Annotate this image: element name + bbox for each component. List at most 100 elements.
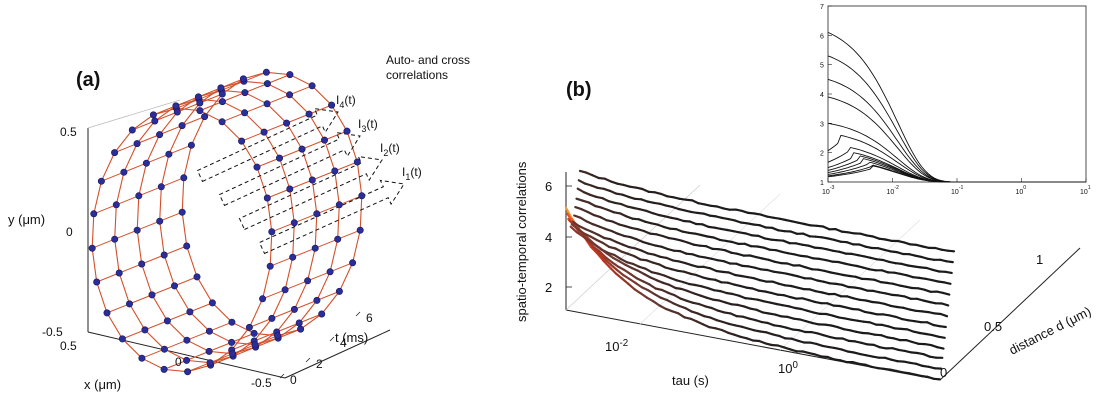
waterfall-curve-segment [578,225,587,231]
inset-y-tick: 3 [820,121,824,128]
ring-marker [286,71,294,79]
intensity-label-1: I1(t) [402,165,422,182]
waterfall-curve-segment [644,267,653,274]
ring-marker [178,122,186,130]
waterfall-curve-segment [671,302,681,308]
annotation-line-2: correlations [386,68,448,82]
waterfall-curve-segment [826,302,835,307]
ring-marker [88,244,96,252]
waterfall-curve-segment [682,270,692,275]
ring-marker [343,127,351,135]
waterfall-curve-segment [903,295,912,300]
back-edge [87,99,181,129]
waterfall-curve-segment [619,257,628,264]
waterfall-curve-segment [609,263,619,272]
ring-marker [311,244,319,252]
ring-marker [138,260,146,268]
waterfall-curve-segment [701,223,710,228]
waterfall-curve-segment [621,243,631,249]
waterfall-curve-segment [635,277,645,283]
waterfall-curve-segment [671,205,680,211]
waterfall-curve-segment [880,269,890,274]
ring-marker [304,277,312,285]
t-tick: 2 [316,357,323,371]
ring-marker [205,347,213,355]
ring-marker [290,305,298,313]
waterfall-curve-segment [857,308,866,313]
ring-marker [290,219,298,227]
waterfall-curve-segment [631,262,641,268]
ring-marker [183,356,191,364]
waterfall-curve-segment [636,269,646,276]
ring-marker [308,176,316,184]
waterfall-curve-segment [655,279,665,284]
waterfall-curve-segment [652,253,662,258]
waterfall-curve-segment [610,229,619,235]
ring-line-1 [114,98,295,364]
ring-marker [238,137,246,145]
x-axis-title: x (μm) [84,377,121,392]
waterfall-curve-segment [614,272,624,280]
waterfall-curve-segment [600,248,610,254]
ring-marker [151,117,159,125]
inset-x-tick: 100 [1016,185,1027,196]
waterfall-curve-segment [633,255,642,261]
ring-marker [239,75,247,83]
waterfall-curve-segment [688,220,698,226]
waterfall-curve-segment [678,250,688,255]
ring-marker [180,174,188,182]
waterfall-curve-segment [944,270,953,274]
waterfall-curve-segment [592,214,602,219]
correlation-arrow-4 [196,107,339,183]
distance-axis-title: distance d (μm) [1007,304,1094,358]
waterfall-curve-segment [743,242,753,248]
waterfall-curve-segment [673,294,682,300]
waterfall-curve-segment [570,223,580,231]
waterfall-curve-segment [603,177,613,183]
waterfall-curve-segment [585,220,595,226]
t-tick-mark [329,336,335,342]
ring-marker [184,368,192,376]
waterfall-curve-segment [579,216,588,223]
ring-marker [266,262,274,270]
waterfall-curve-segment [577,179,587,185]
waterfall-curve-segment [937,335,946,339]
waterfall-curve-segment [940,302,950,307]
intensity-label-3: I3(t) [358,117,378,134]
waterfall-curve-segment [640,286,650,292]
ring-marker [187,141,195,149]
waterfall-curve-segment [625,215,634,220]
ring-marker [156,131,164,139]
ring-marker [228,338,236,346]
ring-marker [356,226,364,234]
ring-marker [263,100,271,108]
tau-tick: 100 [778,360,798,376]
waterfall-curve-segment [643,273,652,279]
ring-marker [353,158,361,166]
ring-marker [126,300,134,308]
ring-marker [218,90,226,98]
waterfall-curve-segment [729,312,738,318]
waterfall-curve-segment [596,233,606,240]
waterfall-curve-segment [939,312,949,318]
waterfall-curve-segment [640,249,649,255]
waterfall-curve-segment [902,241,912,246]
waterfall-curve-segment [770,226,780,232]
waterfall-curve-segment [872,343,882,349]
waterfall-curve-segment [814,353,823,358]
ring-marker [171,282,179,290]
ring-marker [218,118,226,126]
ring-marker [283,119,291,127]
ring-marker [335,287,343,295]
panel-b: (b) 2 4 6 10-2 100 0 0.5 1 spatio-temporal corr… [514,4,1093,388]
ring-marker [165,150,173,158]
waterfall-curve-segment [696,312,706,318]
ring-marker [205,327,213,335]
waterfall-curve-segment [597,252,606,261]
ring-marker [328,101,336,109]
ring-marker [196,107,204,115]
waterfall-curve-segment [675,228,684,233]
waterfall-curve-segment [666,291,676,297]
ring-marker [263,194,271,202]
x-tick: 0.5 [60,339,77,353]
